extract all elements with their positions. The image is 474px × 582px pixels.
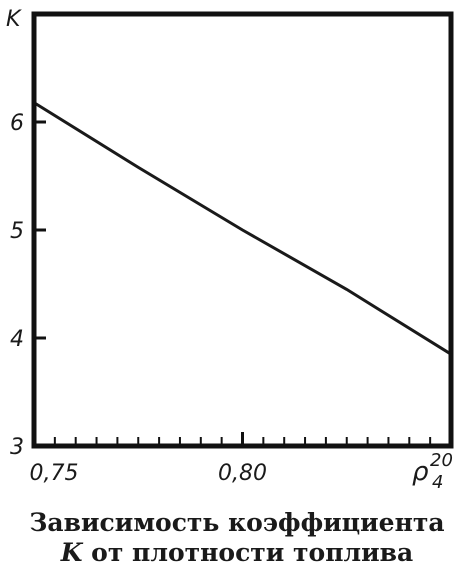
- plot-frame: [31, 11, 454, 449]
- chart: K 3 4 5 6 0,75 0,80 ρ 20 4: [6, 7, 454, 493]
- y-tick-label-4: 4: [10, 327, 24, 352]
- series-line: [33, 101, 452, 356]
- x-axis-label-main: ρ: [412, 457, 429, 487]
- x-tick-label-080: 0,80: [218, 461, 267, 486]
- caption-line-2: K от плотности топлива: [0, 538, 474, 568]
- y-tick-label-5: 5: [10, 219, 24, 244]
- caption-variable: K: [60, 538, 83, 567]
- caption-line-1: Зависимость коэффициента: [29, 508, 445, 537]
- caption-line-2-rest: от плотности топлива: [82, 538, 414, 567]
- y-axis-label: K: [6, 7, 22, 32]
- x-axis-label-sup: 20: [430, 450, 453, 471]
- x-axis-label: ρ 20 4: [412, 450, 453, 493]
- y-tick-label-3: 3: [10, 435, 24, 460]
- y-tick-label-6: 6: [10, 111, 24, 136]
- x-tick-label-075: 0,75: [30, 461, 79, 486]
- x-axis-label-sub: 4: [432, 472, 443, 493]
- chart-caption: Зависимость коэффициента K от плотности …: [0, 508, 474, 568]
